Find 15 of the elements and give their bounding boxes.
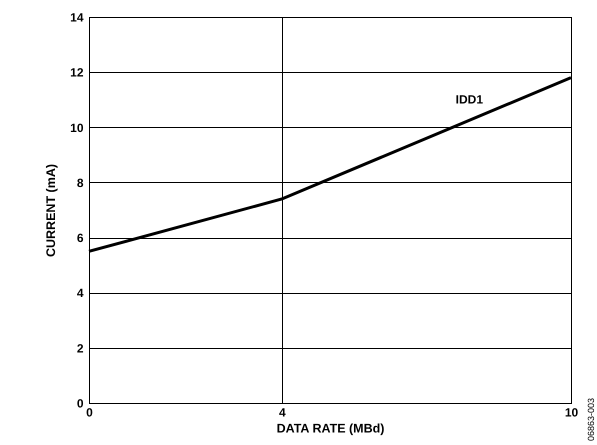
y-tick-label: 6: [76, 231, 84, 246]
y-tick-label: 8: [76, 176, 84, 190]
x-axis-title: DATA RATE (MBd): [276, 422, 384, 436]
y-tick-label: 10: [70, 120, 84, 135]
series-label: IDD1: [456, 92, 484, 107]
y-tick-label: 12: [70, 66, 84, 80]
y-axis-title: CURRENT (mA): [44, 164, 58, 258]
x-tick-label: 0: [86, 406, 94, 420]
text: 06863-003: [586, 398, 596, 441]
y-tick-label: 4: [76, 286, 84, 300]
y-tick-label: 14: [70, 10, 84, 24]
y-tick-label: 0: [76, 396, 84, 410]
x-tick-label: 10: [564, 406, 578, 420]
x-tick-label: 4: [278, 406, 286, 420]
y-tick-label: 2: [76, 341, 84, 356]
